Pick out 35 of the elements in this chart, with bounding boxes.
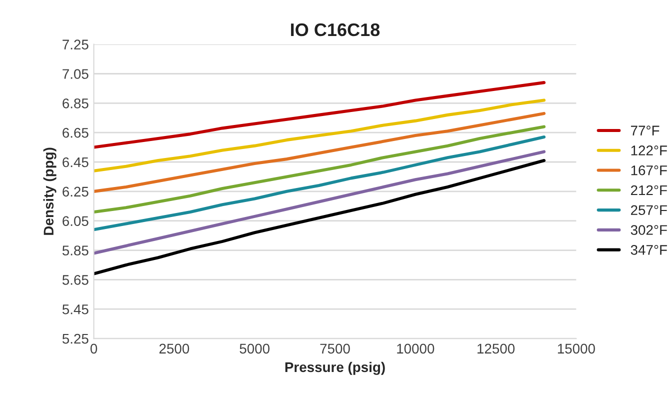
line-series bbox=[94, 81, 546, 149]
line-series bbox=[94, 135, 546, 232]
legend-label: 77°F bbox=[631, 126, 660, 136]
y-tick-label: 6.65 bbox=[62, 128, 88, 138]
legend-label: 302°F bbox=[630, 225, 667, 235]
legend-label: 212°F bbox=[630, 185, 667, 196]
legend-label: 347°F bbox=[630, 244, 667, 255]
y-tick-label: 7.25 bbox=[62, 40, 88, 50]
y-tick-label: 6.25 bbox=[62, 186, 88, 197]
x-tick-label: 2500 bbox=[159, 344, 190, 354]
legend-label: 122°F bbox=[631, 146, 667, 156]
legend-label: 167°F bbox=[631, 165, 667, 176]
x-tick-label: 5000 bbox=[240, 344, 270, 354]
line-series bbox=[94, 150, 546, 255]
y-tick-label: 6.45 bbox=[62, 157, 88, 168]
line-series bbox=[94, 98, 546, 172]
x-axis-title: Pressure (psig) bbox=[285, 362, 385, 375]
legend-label: 257°F bbox=[630, 205, 667, 216]
x-tick-label: 7500 bbox=[320, 344, 350, 354]
y-tick-label: 7.05 bbox=[62, 69, 88, 79]
y-tick-label: 5.45 bbox=[62, 304, 88, 314]
line-series bbox=[94, 112, 546, 193]
x-tick-label: 0 bbox=[90, 344, 98, 354]
line-series bbox=[94, 159, 546, 276]
x-tick-label: 15000 bbox=[558, 344, 595, 354]
y-tick-label: 5.85 bbox=[62, 246, 88, 256]
x-tick-label: 12500 bbox=[478, 344, 515, 354]
line-series bbox=[94, 125, 546, 214]
chart-title: IO C16C18 bbox=[291, 23, 380, 36]
x-tick-label: 10000 bbox=[397, 344, 434, 354]
y-tick-label: 6.85 bbox=[62, 98, 88, 108]
y-tick-label: 6.05 bbox=[62, 216, 88, 226]
y-tick-label: 5.25 bbox=[62, 334, 88, 344]
y-tick-label: 5.65 bbox=[62, 275, 88, 285]
y-axis-title: Density (ppg) bbox=[43, 148, 56, 235]
